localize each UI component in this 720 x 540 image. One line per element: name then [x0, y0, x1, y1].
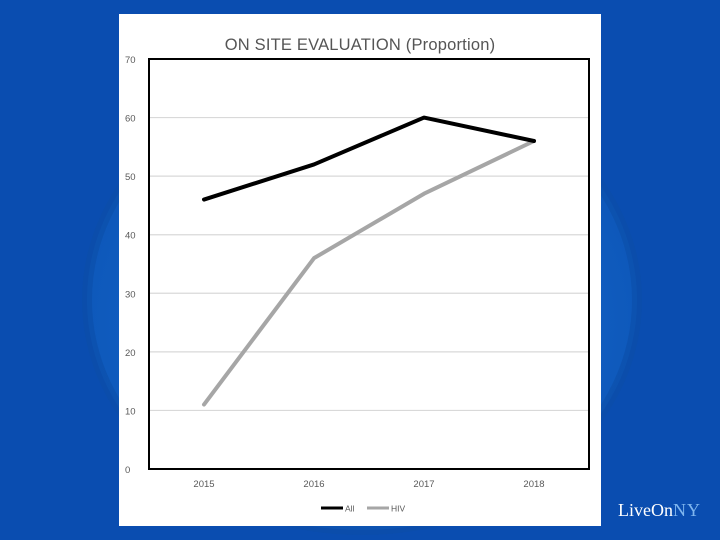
- chart-panel: ON SITE EVALUATION (Proportion) 0 10 20 30 4…: [119, 14, 601, 526]
- series-lines: [202, 115, 536, 407]
- series-line-all: [202, 115, 536, 202]
- line-chart: 0 10 20 30 40 50 60 70 2015 2016 2017 2018 All HIV: [125, 55, 590, 514]
- gridlines: [149, 116, 589, 412]
- plot-frame: [148, 58, 590, 470]
- x-tick-label: 2017: [413, 479, 434, 490]
- x-tick-label: 2018: [523, 479, 544, 490]
- x-tick-label: 2016: [303, 479, 324, 490]
- x-tick-label: 2015: [193, 479, 214, 490]
- y-tick-label: 60: [125, 114, 136, 125]
- y-tick-label: 50: [125, 172, 136, 183]
- liveonny-logo: LiveOnNY: [618, 500, 701, 521]
- logo-ny-text: NY: [672, 500, 701, 520]
- y-tick-label: 70: [125, 55, 136, 66]
- series-line-hiv: [202, 139, 536, 407]
- y-tick-label: 30: [125, 289, 136, 300]
- legend-label-hiv: HIV: [391, 504, 406, 514]
- axis-ticks: 0 10 20 30 40 50 60 70 2015 2016 2017 2018: [125, 55, 545, 490]
- logo-main-text: LiveOn: [618, 500, 673, 520]
- legend: All HIV: [321, 504, 406, 514]
- chart-title: ON SITE EVALUATION (Proportion): [224, 36, 496, 54]
- y-tick-label: 20: [125, 348, 136, 359]
- y-tick-label: 40: [125, 231, 136, 242]
- legend-label-all: All: [345, 504, 355, 514]
- y-tick-label: 10: [125, 406, 136, 417]
- y-tick-label: 0: [125, 465, 130, 476]
